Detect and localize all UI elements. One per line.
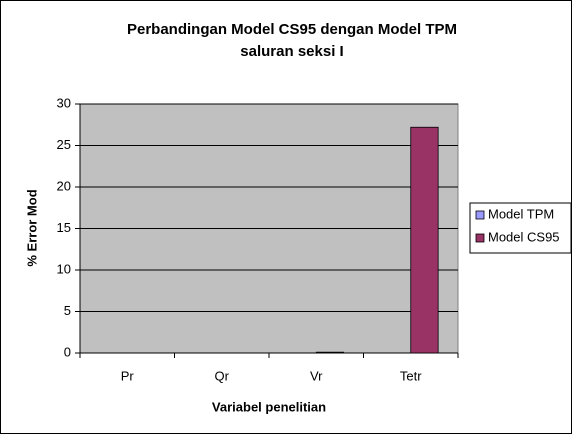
legend-swatch (475, 210, 485, 220)
y-tick-label: 0 (64, 344, 71, 359)
legend-swatch (475, 233, 485, 243)
chart-title: saluran seksi I (240, 43, 343, 60)
x-tick-label: Pr (121, 368, 135, 383)
chart-title: Perbandingan Model CS95 dengan Model TPM (127, 21, 457, 38)
x-tick-label: Vr (310, 368, 323, 383)
legend-label: Model TPM (488, 206, 554, 221)
x-tick-label: Tetr (400, 368, 422, 383)
x-axis-label: Variabel penelitian (212, 399, 326, 414)
y-tick-label: 30 (57, 95, 71, 110)
y-tick-label: 5 (64, 303, 71, 318)
y-tick-label: 25 (57, 137, 71, 152)
y-tick-label: 20 (57, 178, 71, 193)
y-tick-label: 10 (57, 261, 71, 276)
legend-label: Model CS95 (488, 229, 560, 244)
y-tick-label: 15 (57, 220, 71, 235)
x-tick-label: Qr (215, 368, 230, 383)
bar (315, 351, 345, 354)
bar (410, 126, 439, 354)
y-axis-label: % Error Mod (24, 189, 39, 266)
legend-box (469, 202, 572, 254)
